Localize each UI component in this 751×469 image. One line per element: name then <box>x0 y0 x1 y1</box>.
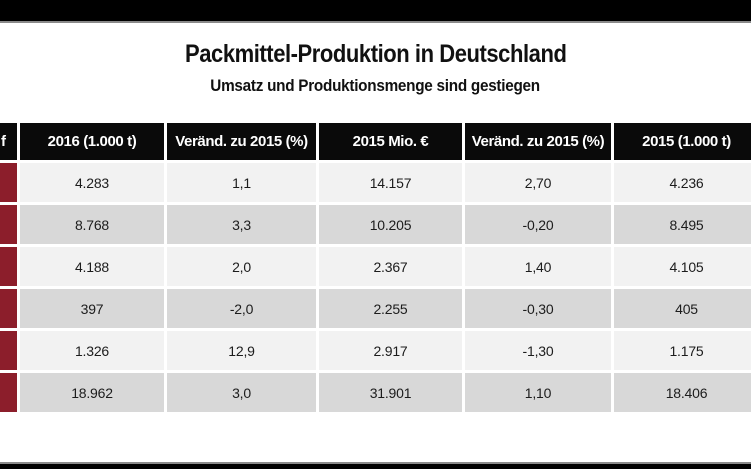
data-cell: 10.205 <box>319 205 462 244</box>
data-cell: -0,20 <box>465 205 611 244</box>
header-cell-2015-1000t: 2015 (1.000 t) <box>614 123 751 160</box>
data-cell: 4.188 <box>20 247 164 286</box>
data-cell: 1,1 <box>167 163 316 202</box>
data-cell: 3,3 <box>167 205 316 244</box>
data-cell: 1,10 <box>465 373 611 412</box>
data-cell: 4.105 <box>614 247 751 286</box>
header-cell-2016-1000t: 2016 (1.000 t) <box>20 123 164 160</box>
data-cell: 2.367 <box>319 247 462 286</box>
data-cell: 12,9 <box>167 331 316 370</box>
data-cell: 8.495 <box>614 205 751 244</box>
data-cell: 1,40 <box>465 247 611 286</box>
row-label-cell <box>0 289 17 328</box>
header-cell-veraend-2015-pct-b: Veränd. zu 2015 (%) <box>465 123 611 160</box>
table-row: 1.326 12,9 2.917 -1,30 1.175 <box>0 331 751 370</box>
data-cell: 2.917 <box>319 331 462 370</box>
data-cell: 4.283 <box>20 163 164 202</box>
row-label-cell <box>0 205 17 244</box>
data-cell: 8.768 <box>20 205 164 244</box>
data-cell: 18.406 <box>614 373 751 412</box>
row-label-cell <box>0 247 17 286</box>
table-row: 4.188 2,0 2.367 1,40 4.105 <box>0 247 751 286</box>
header-cell-2015-mio-eur: 2015 Mio. € <box>319 123 462 160</box>
data-cell: -1,30 <box>465 331 611 370</box>
bottom-black-bar <box>0 462 751 469</box>
page-title: Packmittel-Produktion in Deutschland <box>184 40 567 68</box>
data-cell: 2.255 <box>319 289 462 328</box>
page-subtitle: Umsatz und Produktionsmenge sind gestieg… <box>210 76 541 95</box>
row-label-cell <box>0 331 17 370</box>
table-row: 18.962 3,0 31.901 1,10 18.406 <box>0 373 751 412</box>
data-cell: 18.962 <box>20 373 164 412</box>
data-cell: 2,0 <box>167 247 316 286</box>
header-cell-veraend-2015-pct-a: Veränd. zu 2015 (%) <box>167 123 316 160</box>
table-row: 397 -2,0 2.255 -0,30 405 <box>0 289 751 328</box>
data-cell: 3,0 <box>167 373 316 412</box>
data-cell: 31.901 <box>319 373 462 412</box>
table-row: 4.283 1,1 14.157 2,70 4.236 <box>0 163 751 202</box>
data-cell: 1.326 <box>20 331 164 370</box>
top-black-bar <box>0 0 751 23</box>
data-cell: -0,30 <box>465 289 611 328</box>
data-cell: -2,0 <box>167 289 316 328</box>
data-table: f 2016 (1.000 t) Veränd. zu 2015 (%) 201… <box>0 123 751 415</box>
header-cell-rowlabel: f <box>0 123 17 160</box>
data-cell: 2,70 <box>465 163 611 202</box>
data-cell: 4.236 <box>614 163 751 202</box>
data-cell: 14.157 <box>319 163 462 202</box>
row-label-cell <box>0 163 17 202</box>
data-cell: 1.175 <box>614 331 751 370</box>
data-cell: 397 <box>20 289 164 328</box>
row-label-cell <box>0 373 17 412</box>
table-header-row: f 2016 (1.000 t) Veränd. zu 2015 (%) 201… <box>0 123 751 160</box>
data-cell: 405 <box>614 289 751 328</box>
table-row: 8.768 3,3 10.205 -0,20 8.495 <box>0 205 751 244</box>
